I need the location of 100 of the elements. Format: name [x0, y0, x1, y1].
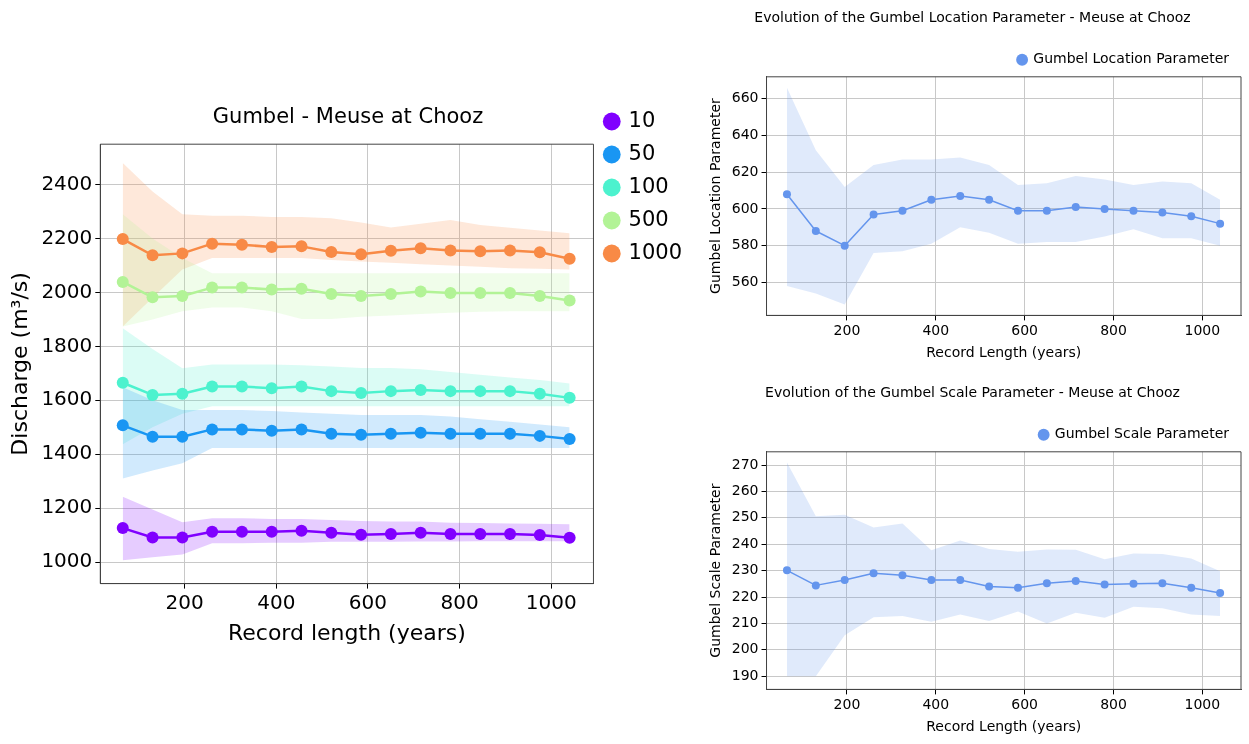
x-tick-label: 1000 — [525, 589, 577, 614]
y-tick-label: 580 — [731, 236, 759, 253]
point — [235, 380, 248, 393]
y-axis-title: Discharge (m³/s) — [6, 272, 32, 456]
point — [444, 244, 457, 257]
point — [1042, 206, 1051, 215]
point — [444, 287, 457, 299]
point — [235, 423, 248, 436]
point — [1129, 579, 1138, 588]
point — [116, 233, 129, 246]
point — [414, 526, 427, 539]
point — [116, 275, 129, 288]
point — [176, 289, 189, 302]
point — [533, 429, 546, 442]
point — [1042, 579, 1051, 588]
y-tick-label: 270 — [731, 455, 759, 472]
y-axis-title: Gumbel Location Parameter — [707, 98, 724, 294]
point — [146, 249, 159, 262]
y-tick-label: 220 — [731, 587, 759, 604]
point — [927, 195, 936, 204]
point — [1071, 203, 1080, 212]
point — [1129, 206, 1138, 215]
point — [384, 427, 397, 440]
y-tick-label: 600 — [731, 199, 759, 216]
point — [1100, 204, 1109, 213]
y-tick-label: 250 — [731, 508, 759, 525]
y-tick-label: 210 — [731, 614, 759, 631]
x-tick-label: 800 — [440, 589, 479, 614]
point — [206, 380, 219, 393]
point — [146, 291, 159, 304]
point — [533, 387, 546, 400]
point — [206, 525, 219, 538]
point — [355, 248, 368, 261]
point — [533, 529, 546, 542]
point — [384, 385, 397, 398]
point — [146, 531, 159, 544]
point — [146, 430, 159, 443]
legend-label: 1000 — [628, 239, 683, 264]
point — [206, 237, 219, 250]
x-tick-label: 800 — [1100, 696, 1127, 713]
point — [325, 288, 338, 301]
point — [444, 427, 457, 440]
y-tick-label: 240 — [731, 534, 759, 551]
point — [414, 242, 427, 255]
point — [898, 206, 907, 215]
legend-label: 50 — [628, 140, 656, 165]
point — [295, 380, 308, 393]
point — [782, 566, 791, 575]
x-tick-label: 1000 — [1184, 696, 1221, 713]
point — [840, 576, 849, 585]
point — [1013, 583, 1022, 592]
point — [384, 528, 397, 540]
point — [265, 525, 278, 538]
point — [206, 281, 219, 294]
point — [504, 385, 517, 398]
point — [985, 582, 994, 591]
y-tick-label: 620 — [731, 162, 759, 179]
point — [414, 285, 427, 298]
x-tick-label: 400 — [257, 589, 296, 614]
point — [325, 246, 338, 259]
y-tick-label: 2400 — [41, 170, 93, 195]
y-tick-label: 200 — [731, 640, 759, 657]
legend-label: 500 — [628, 206, 669, 231]
point — [563, 433, 576, 446]
point — [116, 522, 129, 535]
point — [176, 531, 189, 544]
point — [295, 423, 308, 436]
point — [474, 287, 487, 299]
point — [1100, 580, 1109, 589]
point — [504, 244, 517, 257]
y-tick-label: 1800 — [41, 332, 93, 357]
point — [146, 388, 159, 401]
legend-label: Gumbel Scale Parameter — [1054, 425, 1230, 442]
point — [295, 282, 308, 295]
point — [1216, 219, 1225, 228]
legend-label: 10 — [628, 107, 656, 132]
point — [235, 238, 248, 251]
point — [474, 245, 487, 258]
point — [869, 569, 878, 578]
x-tick-label: 200 — [833, 696, 861, 713]
point — [956, 192, 965, 201]
point — [1158, 579, 1167, 588]
y-tick-label: 260 — [731, 482, 759, 499]
x-tick-label: 200 — [165, 589, 204, 614]
point — [295, 240, 308, 253]
point — [504, 528, 517, 540]
point — [116, 376, 129, 389]
point — [811, 226, 820, 235]
point — [474, 528, 487, 540]
point — [563, 294, 576, 307]
point — [325, 526, 338, 539]
point — [176, 430, 189, 443]
point — [474, 427, 487, 440]
point — [1187, 212, 1196, 221]
x-tick-label: 400 — [922, 322, 950, 339]
x-tick-label: 600 — [1011, 696, 1039, 713]
point — [384, 288, 397, 301]
point — [325, 385, 338, 398]
point — [563, 531, 576, 544]
x-tick-label: 1000 — [1184, 322, 1221, 339]
